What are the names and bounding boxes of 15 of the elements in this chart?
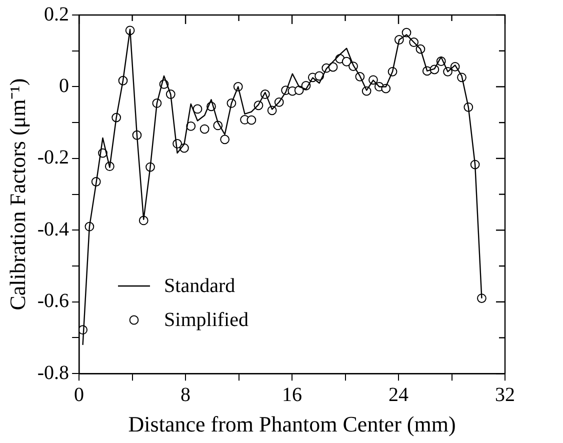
x-tick-label: 16 [282,384,302,406]
y-tick-label: -0.8 [37,362,70,384]
y-tick-label: 0 [59,74,70,97]
legend-label: Standard [164,274,236,299]
x-tick-label: 24 [388,384,409,406]
x-tick-label: 0 [74,384,84,406]
y-tick-label: -0.6 [37,290,70,312]
x-axis-title: Distance from Phantom Center (mm) [128,412,456,437]
y-tick-label: 0.2 [44,3,70,26]
y-axis-title: Calibration Factors (μm⁻¹) [4,78,30,310]
y-tick-label: -0.4 [37,218,70,240]
legend-label: Simplified [164,308,248,333]
y-tick-label: -0.2 [37,146,70,169]
x-tick-label: 32 [495,384,515,406]
x-tick-label: 8 [180,384,191,406]
